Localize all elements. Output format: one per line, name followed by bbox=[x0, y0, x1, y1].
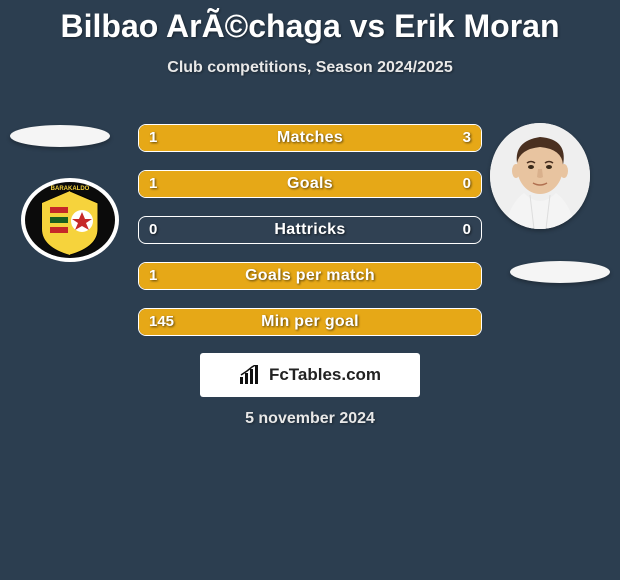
stat-label: Matches bbox=[139, 125, 481, 151]
page-title: Bilbao ArÃ©chaga vs Erik Moran bbox=[0, 0, 620, 45]
brand-badge: FcTables.com bbox=[200, 353, 420, 397]
club-badge-left: BARAKALDO bbox=[20, 177, 120, 263]
stat-value-right: 3 bbox=[463, 125, 471, 151]
club-badge-right bbox=[510, 261, 610, 283]
stat-value-right: 0 bbox=[463, 171, 471, 197]
subtitle: Club competitions, Season 2024/2025 bbox=[0, 59, 620, 77]
stat-row: 1Matches3 bbox=[138, 124, 482, 152]
stat-row: 145Min per goal bbox=[138, 308, 482, 336]
stat-value-right: 0 bbox=[463, 217, 471, 243]
stat-label: Goals bbox=[139, 171, 481, 197]
stat-label: Min per goal bbox=[139, 309, 481, 335]
player-right-avatar bbox=[490, 123, 590, 229]
stat-row: 1Goals per match bbox=[138, 262, 482, 290]
brand-text: FcTables.com bbox=[269, 365, 381, 385]
stats-container: 1Matches31Goals00Hattricks01Goals per ma… bbox=[138, 124, 482, 354]
stat-label: Goals per match bbox=[139, 263, 481, 289]
stat-label: Hattricks bbox=[139, 217, 481, 243]
chart-bars-icon bbox=[239, 365, 263, 385]
stat-row: 1Goals0 bbox=[138, 170, 482, 198]
player-left-avatar bbox=[10, 125, 110, 147]
date-text: 5 november 2024 bbox=[0, 410, 620, 428]
stat-row: 0Hattricks0 bbox=[138, 216, 482, 244]
svg-text:BARAKALDO: BARAKALDO bbox=[51, 186, 90, 192]
